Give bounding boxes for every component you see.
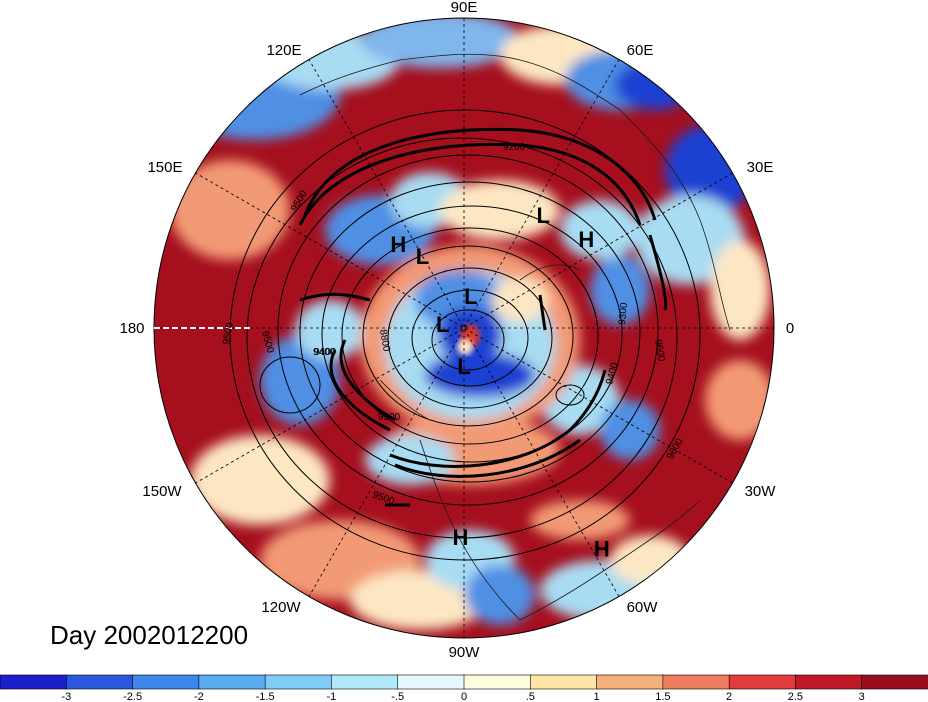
colorbar-swatch (463, 674, 532, 690)
colorbar-swatch (795, 674, 863, 690)
lon-label-150e: 150E (147, 159, 182, 176)
colorbar-tick-label: -2 (194, 691, 204, 702)
meridian-lines (154, 18, 774, 638)
colorbar-tick-label: -3 (61, 691, 71, 702)
colorbar-swatch (264, 674, 333, 690)
colorbar-swatch (529, 674, 598, 690)
lon-label-120w: 120W (261, 599, 301, 616)
colorbar-swatch (397, 674, 465, 690)
low-pressure-marker: L (416, 244, 429, 269)
lon-label-60w: 60W (627, 599, 659, 616)
high-pressure-marker: H (578, 227, 594, 252)
lon-label-60e: 60E (627, 42, 654, 59)
colorbar-swatch (728, 674, 797, 690)
lon-label-180: 180 (119, 320, 144, 337)
lon-label-120e: 120E (266, 42, 301, 59)
geopotential-contours (229, 109, 701, 561)
colorbar-tick-label: -2.5 (123, 691, 142, 702)
low-pressure-marker: L (536, 203, 549, 228)
lon-label-30e: 30E (747, 159, 774, 176)
colorbar-swatch (861, 674, 928, 690)
colorbar-swatch (331, 674, 399, 690)
contour-label: 8800 (377, 329, 392, 353)
jet-contours (298, 127, 668, 507)
coastlines (299, 53, 731, 621)
contour-label: 9300 (378, 412, 401, 423)
lon-label-90w: 90W (449, 644, 481, 661)
high-pressure-marker: H (390, 232, 406, 257)
colorbar-swatch (596, 674, 664, 690)
colorbar-tick-label: 0 (461, 691, 467, 702)
day-title: Day 2002012200 (50, 620, 249, 650)
high-pressure-marker: H (452, 525, 468, 550)
longitude-labels: 90E 60E 30E 0 30W 60W 90W 120W 150W 180 … (119, 0, 794, 661)
colorbar-swatch (132, 674, 200, 690)
lon-label-0: 0 (786, 320, 794, 337)
colorbar-tick-label: 1.5 (655, 691, 670, 702)
colorbar-swatch (198, 674, 266, 690)
colorbar-tick-label: -1 (327, 691, 337, 702)
contour-label: 9400 (313, 347, 336, 358)
contour-label: 9600 (652, 339, 667, 363)
colorbar-tick-label: 1 (594, 691, 600, 702)
lon-label-150w: 150W (142, 483, 182, 500)
colorbar-swatch (662, 674, 730, 690)
colorbar-swatch (65, 674, 134, 690)
colorbar-tick-label: 2.5 (788, 691, 803, 702)
lon-label-30w: 30W (745, 483, 777, 500)
colorbar-tick-label: -.5 (391, 691, 404, 702)
lon-label-90e: 90E (451, 0, 478, 16)
colorbar-tick-label: 3 (859, 691, 865, 702)
high-pressure-marker: H (594, 537, 610, 562)
contour-label: 9200 (503, 142, 526, 153)
contour-label: 9400 (314, 347, 337, 358)
low-pressure-marker: L (457, 354, 470, 379)
low-pressure-marker: L (464, 284, 477, 309)
contour-label: 9500 (221, 321, 236, 345)
colorbar-tick-label: .5 (526, 691, 535, 702)
colorbar-tick-label: 2 (726, 691, 732, 702)
contour-label: 9300 (617, 302, 630, 326)
low-pressure-marker: L (436, 312, 449, 337)
colorbar-swatch (0, 674, 68, 690)
colorbar: -3 -2.5 -2 -1.5 -1 -.5 0 .5 1 1.5 2 2.5 3 (0, 674, 928, 702)
colorbar-tick-label: -1.5 (256, 691, 275, 702)
